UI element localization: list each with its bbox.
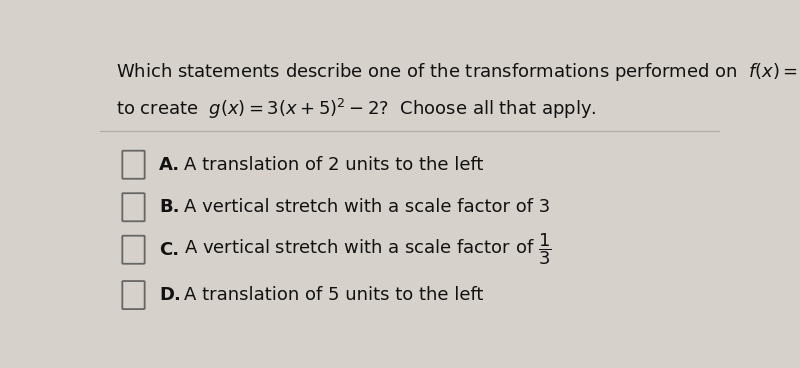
Text: C.: C. [159,241,179,259]
FancyBboxPatch shape [122,281,145,309]
FancyBboxPatch shape [122,193,145,221]
Text: B.: B. [159,198,179,216]
Text: D.: D. [159,286,181,304]
Text: A translation of 5 units to the left: A translation of 5 units to the left [184,286,483,304]
Text: A.: A. [159,156,180,174]
Text: Which statements describe one of the transformations performed on  $f(x) = x^2$: Which statements describe one of the tra… [115,60,800,84]
Text: A vertical stretch with a scale factor of $\dfrac{1}{3}$: A vertical stretch with a scale factor o… [184,232,551,268]
Text: to create  $g(x) = 3(x+5)^2 - 2$?  Choose all that apply.: to create $g(x) = 3(x+5)^2 - 2$? Choose … [115,96,596,121]
Text: A translation of 2 units to the left: A translation of 2 units to the left [184,156,483,174]
FancyBboxPatch shape [122,236,145,264]
FancyBboxPatch shape [122,151,145,179]
Text: A vertical stretch with a scale factor of 3: A vertical stretch with a scale factor o… [184,198,550,216]
